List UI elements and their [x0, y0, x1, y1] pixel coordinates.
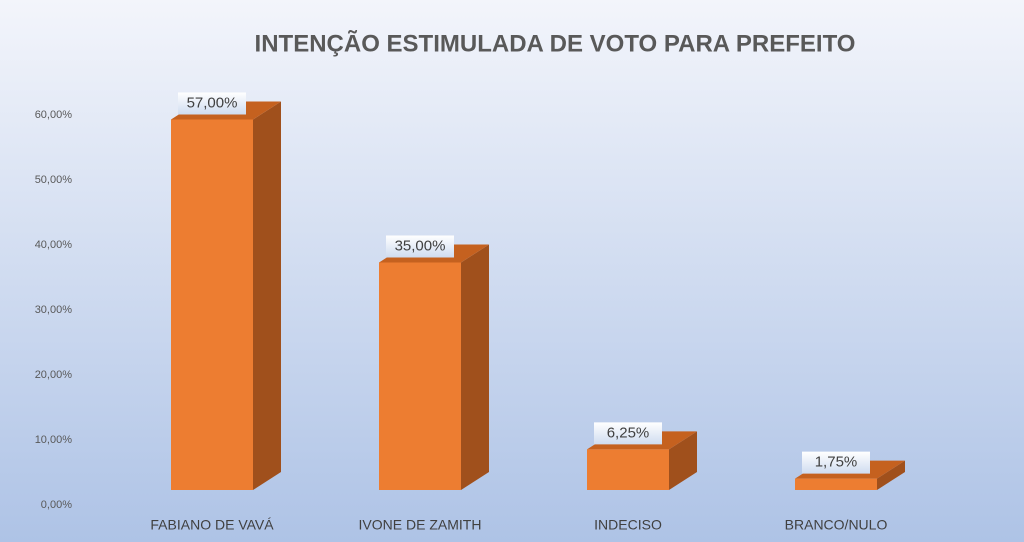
x-tick-label: FABIANO DE VAVÁ	[150, 517, 274, 533]
label-box	[594, 422, 662, 445]
bar	[587, 449, 669, 490]
bar-side	[877, 460, 905, 490]
label-box	[386, 235, 454, 258]
bar-side	[669, 431, 697, 490]
label-box	[802, 451, 870, 474]
bar	[795, 478, 877, 490]
x-tick-label: BRANCO/NULO	[785, 517, 888, 533]
y-tick-label: 20,00%	[35, 369, 73, 381]
label-box	[178, 92, 246, 115]
y-tick-label: 50,00%	[35, 174, 73, 186]
data-label: 1,75%	[815, 454, 858, 471]
bar-side	[253, 101, 281, 490]
y-tick-label: 10,00%	[35, 434, 73, 446]
bar	[171, 119, 253, 490]
x-tick-label: IVONE DE ZAMITH	[359, 517, 482, 533]
y-tick-label: 0,00%	[41, 499, 72, 511]
bar	[379, 262, 461, 490]
chart-title: INTENÇÃO ESTIMULADA DE VOTO PARA PREFEIT…	[255, 29, 856, 57]
x-tick-label: INDECISO	[594, 517, 662, 533]
bar-side	[461, 244, 489, 490]
data-label: 35,00%	[395, 237, 446, 254]
y-tick-label: 40,00%	[35, 239, 73, 251]
y-tick-label: 30,00%	[35, 304, 73, 316]
y-tick-label: 60,00%	[35, 109, 73, 121]
data-label: 57,00%	[187, 94, 238, 111]
data-label: 6,25%	[607, 424, 650, 441]
